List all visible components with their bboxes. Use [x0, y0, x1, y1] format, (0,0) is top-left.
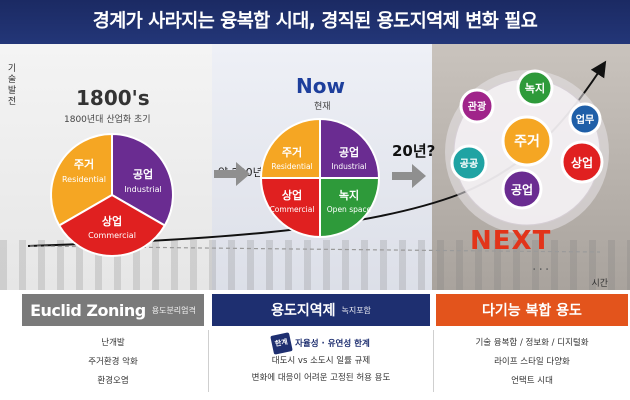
list-item: 난개발	[101, 338, 125, 348]
pie-1800s-label-commercial-en: Commercial	[88, 231, 136, 240]
diagram-graphics: 주거 Residential 공업 Industrial 상업 Commerci…	[27, 60, 609, 257]
column-zoning-system: 용도지역제 녹지포함 한계 자율성 · 유연성 한계 대도시 vs 소도시 일률 …	[212, 294, 430, 400]
bubble-tourism-label: 관광	[468, 100, 487, 113]
era-1800s-subtitle: 1800년대 산업화 초기	[64, 115, 151, 125]
bubble-green	[516, 69, 554, 107]
pie-now-label-openspace-en: Open space	[327, 205, 372, 214]
pie-now-label-residential-en: Residential	[271, 162, 312, 171]
column-euclid-title: Euclid Zoning	[30, 300, 146, 320]
bubble-industrial	[501, 168, 543, 210]
pie-now-slice-industrial	[319, 117, 381, 179]
era-next-dots: ...	[532, 258, 552, 274]
column-multifunction-header: 다기능 복합 용도	[436, 294, 628, 326]
x-axis-label: 시간	[591, 279, 608, 289]
pie-1800s: 주거 Residential 공업 Industrial 상업 Commerci…	[50, 132, 174, 257]
pie-now-label-residential-ko: 주거	[282, 145, 302, 159]
bubble-business	[568, 102, 602, 136]
pie-now-label-openspace-ko: 녹지	[339, 188, 359, 202]
limit-badge: 한계	[270, 332, 293, 355]
arrow-20-years-icon	[392, 164, 426, 188]
bubble-public-label: 공공	[460, 158, 478, 170]
list-item: 주거환경 악화	[88, 357, 138, 367]
list-item: 기술 융복합 / 정보화 / 디지털화	[475, 338, 589, 348]
list-item: 대도시 vs 소도시 일률 규제	[271, 356, 371, 366]
pie-now-label-commercial-ko: 상업	[282, 188, 302, 202]
column-euclid-header: Euclid Zoning 용도분리엄격	[22, 294, 204, 326]
column-multifunction: 다기능 복합 용도 기술 융복합 / 정보화 / 디지털화 라이프 스타일 다양…	[436, 294, 628, 400]
era-next-title: NEXT	[470, 226, 552, 256]
bubble-industrial-label: 공업	[511, 183, 533, 197]
column-multifunction-body: 기술 융복합 / 정보화 / 디지털화 라이프 스타일 다양화 언택트 시대	[436, 326, 628, 391]
era-now-title: Now	[296, 74, 345, 98]
column-zoning-body: 한계 자율성 · 유연성 한계 대도시 vs 소도시 일률 규제 변화에 대응이 …	[212, 326, 430, 387]
pie-1800s-slice-industrial	[111, 132, 174, 227]
bubble-green-label: 녹지	[525, 81, 545, 95]
arrow-200-years-icon	[214, 162, 250, 186]
pie-now-slice-commercial	[259, 177, 321, 239]
bubble-public	[450, 144, 488, 182]
page-title: 경계가 사라지는 융복합 시대, 경직된 용도지역제 변화 필요	[0, 0, 630, 44]
pie-1800s-slice-commercial	[57, 193, 167, 257]
pie-1800s-label-industrial-ko: 공업	[133, 168, 153, 181]
pie-now-slice-openspace	[319, 177, 381, 239]
pie-1800s-label-commercial-ko: 상업	[102, 214, 122, 228]
next-bubble-cluster: 녹지 관광 업무 주거 공공 상업 공업	[445, 69, 609, 234]
era-now-subtitle: 현재	[314, 102, 331, 112]
pie-now: 주거 Residential 공업 Industrial 상업 Commerci…	[259, 117, 381, 239]
pie-1800s-label-residential-en: Residential	[62, 175, 106, 184]
comparison-table: Euclid Zoning 용도분리엄격 난개발 주거환경 악화 환경오염 용도…	[0, 294, 630, 400]
bubble-tourism	[459, 88, 495, 124]
column-zoning-lead-text: 자율성 · 유연성 한계	[295, 339, 370, 349]
list-item: 환경오염	[97, 376, 129, 386]
column-zoning-header: 용도지역제 녹지포함	[212, 294, 430, 326]
era-1800s-title: 1800's	[76, 86, 150, 110]
pie-1800s-slice-residential	[50, 132, 113, 227]
column-divider	[208, 330, 209, 392]
pie-now-slice-residential	[259, 117, 321, 179]
bubble-commercial-label: 상업	[571, 155, 593, 170]
list-item: 언택트 시대	[511, 376, 553, 386]
column-euclid-zoning: Euclid Zoning 용도분리엄격 난개발 주거환경 악화 환경오염	[22, 294, 204, 400]
bubble-commercial	[560, 140, 604, 184]
column-euclid-subtitle: 용도분리엄격	[151, 305, 196, 315]
bubble-residential-label: 주거	[514, 134, 540, 150]
column-divider	[433, 330, 434, 392]
arrow-label-20-years: 20년?	[392, 142, 436, 160]
column-zoning-subtitle: 녹지포함	[341, 305, 371, 315]
list-item: 변화에 대응이 어려운 고정된 허용 용도	[251, 373, 391, 383]
column-multifunction-title: 다기능 복합 용도	[482, 303, 582, 319]
column-euclid-body: 난개발 주거환경 악화 환경오염	[22, 326, 204, 391]
bubble-residential	[501, 115, 553, 167]
list-item: 라이프 스타일 다양화	[494, 357, 570, 367]
pie-now-label-commercial-en: Commercial	[270, 205, 315, 214]
column-zoning-title: 용도지역제	[271, 303, 336, 319]
pie-now-label-industrial-ko: 공업	[339, 146, 359, 159]
pie-now-label-industrial-en: Industrial	[331, 162, 366, 171]
pie-1800s-label-residential-ko: 주거	[74, 157, 94, 171]
pie-1800s-label-industrial-en: Industrial	[124, 185, 162, 194]
column-zoning-lead: 한계 자율성 · 유연성 한계	[212, 332, 430, 355]
bubble-business-label: 업무	[576, 113, 594, 126]
